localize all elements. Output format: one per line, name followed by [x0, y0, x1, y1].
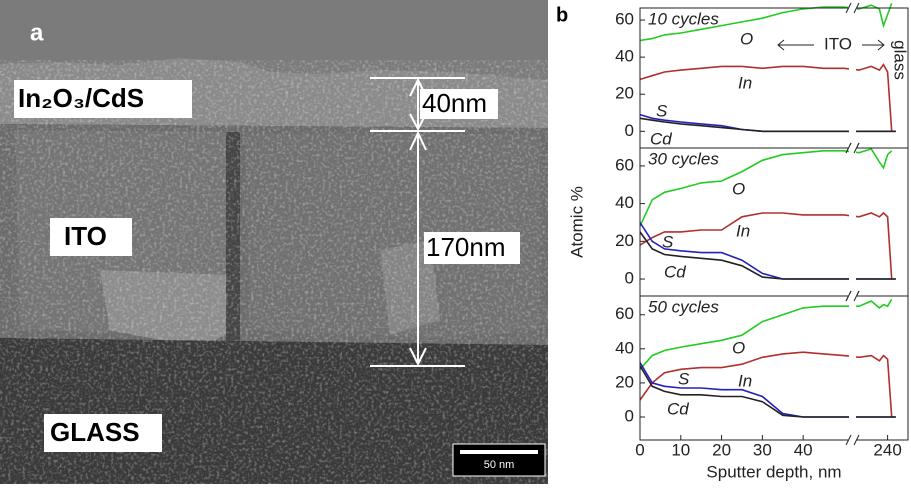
axis-break-mark — [845, 142, 860, 154]
x-tick-label: 0 — [635, 440, 644, 459]
series-label: Cd — [650, 129, 672, 148]
y-tick-label: 60 — [615, 304, 634, 323]
series-label: S — [678, 369, 690, 388]
layer-label: GLASS — [50, 417, 140, 447]
series-line — [639, 117, 896, 133]
series-label: In — [736, 221, 750, 240]
series-line — [639, 211, 893, 280]
scale-bar-label: 50 nm — [484, 459, 515, 471]
dimension-lines — [370, 77, 465, 367]
series-line — [639, 63, 893, 132]
dimension-label: 40nm — [422, 88, 487, 118]
series-line — [639, 231, 896, 280]
layer-label: In₂O₃/CdS — [18, 83, 144, 113]
y-tick-label: 60 — [615, 10, 634, 29]
axis-break — [848, 438, 858, 442]
axis-break — [848, 294, 858, 298]
series-line — [639, 147, 893, 227]
series-label: O — [732, 338, 745, 357]
x-tick-label: 30 — [753, 440, 772, 459]
panel-label: a — [30, 19, 44, 46]
plot-frame — [639, 295, 909, 441]
y-tick-label: 40 — [615, 338, 634, 357]
y-tick-label: 0 — [625, 269, 634, 288]
series-line — [639, 298, 893, 370]
series-label: Cd — [664, 262, 686, 281]
label-box — [44, 414, 162, 452]
x-tick-label: 40 — [794, 440, 813, 459]
label-box — [420, 89, 498, 119]
series-label: S — [656, 101, 668, 120]
axis-break-mark — [845, 2, 860, 14]
y-tick-label: 40 — [615, 193, 634, 212]
y-tick-label: 0 — [625, 406, 634, 425]
y-axis-label: Atomic % — [567, 186, 586, 258]
axis-break — [848, 146, 858, 150]
label-box — [14, 80, 192, 118]
label-box — [50, 218, 132, 256]
layer-label: ITO — [64, 221, 107, 251]
annotation-arrow — [777, 39, 885, 51]
series-label: O — [732, 179, 745, 198]
axis-break — [848, 6, 858, 10]
series-line — [639, 3, 893, 42]
series-line — [639, 365, 896, 418]
y-tick-label: 20 — [615, 84, 634, 103]
label-box — [424, 232, 520, 264]
x-tick-label: 240 — [873, 440, 901, 459]
panel-title: 30 cycles — [648, 149, 719, 168]
dimension-label: 170nm — [426, 232, 506, 262]
y-tick-label: 20 — [615, 372, 634, 391]
panel-label: b — [556, 4, 568, 26]
axis-break-gap — [849, 149, 857, 295]
y-tick-label: 20 — [615, 231, 634, 250]
y-tick-label: 0 — [625, 121, 634, 140]
x-tick-label: 10 — [671, 440, 690, 459]
series-label: S — [662, 232, 674, 251]
series-label: In — [738, 371, 752, 390]
axis-break-mark — [845, 434, 860, 446]
series-label: Cd — [667, 399, 689, 418]
annotation: ITO — [824, 34, 852, 53]
plot-frame — [639, 7, 909, 149]
panel-title: 10 cycles — [648, 9, 719, 28]
series-label: In — [738, 73, 752, 92]
panel-title: 50 cycles — [648, 297, 719, 316]
y-tick-label: 60 — [615, 155, 634, 174]
y-tick-label: 40 — [615, 47, 634, 66]
series-label: O — [740, 29, 753, 48]
x-tick-label: 20 — [712, 440, 731, 459]
scale-bar-box — [452, 443, 546, 477]
x-axis-label: Sputter depth, nm — [706, 462, 841, 481]
series-line — [639, 351, 893, 418]
annotation: glass — [891, 40, 910, 80]
axis-break-gap — [849, 297, 857, 439]
axis-break-gap — [849, 9, 857, 147]
axis-break-mark — [845, 290, 860, 302]
